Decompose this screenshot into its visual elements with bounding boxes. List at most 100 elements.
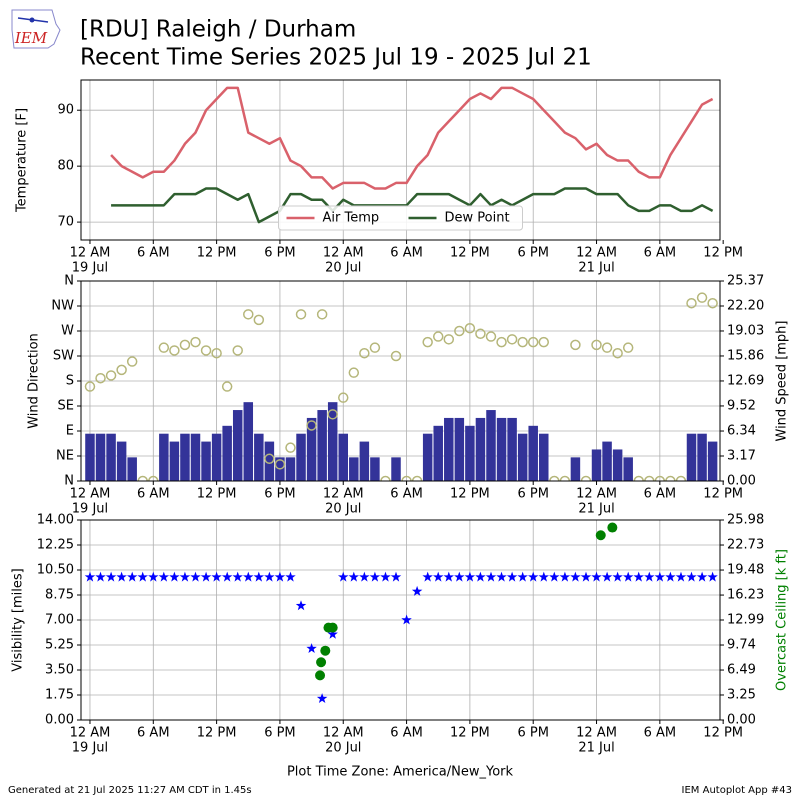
- circle-marker: [105, 370, 117, 381]
- circle-marker: [485, 331, 497, 342]
- y-tick-label: S: [66, 374, 74, 389]
- circle-marker: [285, 442, 296, 453]
- y2-tick-label: 3.17: [727, 449, 756, 464]
- star-marker: [644, 571, 655, 582]
- bar: [602, 441, 612, 481]
- x-date-label: 19 Jul: [72, 741, 108, 756]
- star-marker: [316, 693, 328, 703]
- star-marker: [411, 585, 423, 596]
- bar: [496, 417, 507, 481]
- x-tick-label: 12 AM: [576, 487, 617, 502]
- plot-area: [84, 292, 718, 481]
- bar: [465, 425, 475, 481]
- star-marker: [232, 571, 243, 582]
- star-marker: [485, 571, 497, 582]
- legend-box: [278, 205, 523, 231]
- star-marker: [496, 571, 507, 582]
- y-tick-label: 3.50: [45, 663, 74, 678]
- star-marker: [538, 571, 549, 582]
- star-marker: [190, 571, 201, 582]
- y2-tick-label: 6.49: [727, 663, 756, 678]
- star-marker: [422, 571, 433, 582]
- star-marker: [696, 571, 708, 582]
- y-tick-label: N: [64, 474, 74, 489]
- star-marker: [390, 571, 402, 582]
- x-tick-label: 12 PM: [703, 487, 743, 502]
- star-marker: [274, 571, 286, 582]
- circle-marker: [675, 475, 687, 481]
- bar: [475, 417, 486, 481]
- circle-marker: [401, 475, 412, 481]
- x-tick-label: 6 AM: [644, 246, 677, 261]
- circle-marker: [95, 372, 106, 384]
- x-date-label: 20 Jul: [325, 502, 361, 517]
- y-tick-label: 5.25: [45, 638, 74, 653]
- bar: [211, 433, 222, 481]
- circle-marker: [696, 292, 708, 303]
- bar: [391, 457, 401, 481]
- panel: 12 AM 6 AM 12 PM 6 PM 12 AM 6 AM 12 PM 6 PM 12 A…: [27, 274, 790, 517]
- bar: [612, 449, 623, 481]
- star-marker: [243, 571, 254, 582]
- circle-marker: [644, 475, 655, 481]
- y-tick-label: 12.25: [37, 538, 74, 553]
- axes-frame: [80, 519, 721, 721]
- y2-tick-label: 0.00: [727, 474, 756, 489]
- y-tick-label: SW: [53, 349, 74, 364]
- circle-marker: [137, 475, 148, 481]
- bar: [306, 417, 317, 481]
- x-tick-label: 6 PM: [264, 487, 295, 502]
- bar: [85, 433, 95, 481]
- x-tick-label: 12 AM: [70, 246, 111, 261]
- star-marker: [327, 628, 338, 639]
- bar: [486, 410, 496, 481]
- y2-tick-label: 9.74: [727, 638, 756, 653]
- star-marker: [148, 571, 159, 582]
- bar: [433, 425, 443, 481]
- circle-marker: [454, 325, 465, 337]
- bar: [180, 433, 190, 481]
- circle-marker: [591, 339, 602, 351]
- circle-marker: [221, 381, 233, 392]
- y2-tick-label: 12.69: [727, 373, 764, 388]
- circle-marker: [179, 339, 191, 351]
- circle-marker: [559, 475, 571, 481]
- circle-marker: [622, 342, 634, 353]
- circle-marker: [211, 347, 222, 359]
- circle-marker: [665, 475, 676, 481]
- line: [111, 187, 714, 224]
- bar: [296, 433, 306, 481]
- star-marker: [707, 571, 718, 582]
- y-tick-label: 1.75: [45, 688, 74, 703]
- bar: [169, 441, 180, 481]
- circle-marker: [595, 530, 606, 541]
- circle-marker: [264, 453, 275, 465]
- x-tick-label: 6 AM: [390, 246, 423, 261]
- bar: [591, 449, 602, 481]
- circle-marker: [707, 297, 718, 309]
- x-tick-label: 12 AM: [576, 246, 617, 261]
- logo-outline: [11, 9, 61, 49]
- y2-tick-label: 9.52: [727, 398, 756, 413]
- star-marker: [179, 571, 191, 582]
- line: [110, 86, 714, 190]
- bar: [623, 457, 633, 481]
- circle-marker: [601, 342, 613, 353]
- subtitle: Recent Time Series 2025 Jul 19 - 2025 Ju…: [80, 45, 592, 71]
- x-tick-label: 6 AM: [137, 487, 170, 502]
- footer-left: Generated at 21 Jul 2025 11:27 AM CDT in…: [8, 785, 252, 796]
- star-marker: [116, 571, 127, 582]
- circle-marker: [295, 309, 307, 320]
- bar: [686, 433, 697, 481]
- axes-frame: [80, 280, 721, 482]
- circle-marker: [316, 657, 327, 668]
- bar: [190, 433, 201, 481]
- star-marker: [105, 571, 117, 582]
- star-marker: [570, 571, 581, 582]
- circle-marker: [232, 345, 243, 356]
- y2-tick-label: 19.03: [727, 323, 764, 338]
- star-marker: [591, 571, 602, 582]
- star-marker: [306, 643, 317, 653]
- bar: [201, 441, 211, 481]
- bar: [116, 441, 127, 481]
